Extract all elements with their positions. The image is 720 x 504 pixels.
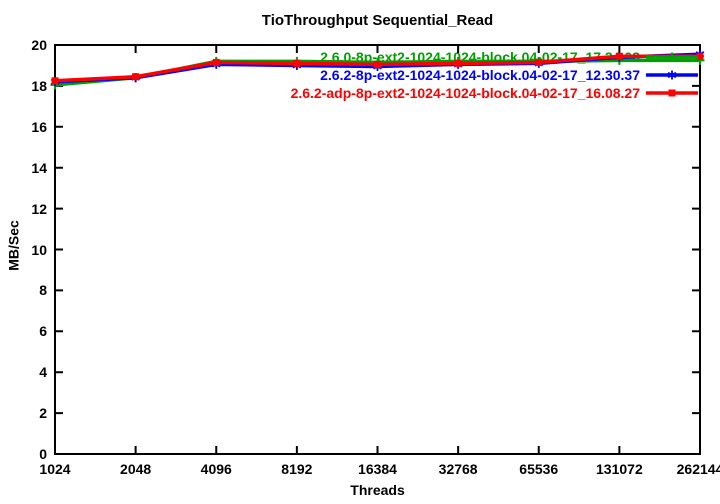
- y-tick-label: 12: [31, 200, 47, 217]
- y-tick-label: 8: [39, 282, 47, 299]
- y-tick-label: 14: [31, 159, 47, 176]
- y-tick-label: 2: [39, 405, 47, 422]
- x-tick-label: 65536: [519, 461, 559, 477]
- y-tick-label: 10: [31, 241, 47, 258]
- x-tick-label: 16384: [358, 461, 397, 477]
- y-tick-label: 0: [39, 446, 47, 462]
- x-tick-label: 262144: [676, 461, 720, 477]
- x-tick-label: 32768: [438, 461, 478, 477]
- y-tick-label: 6: [39, 323, 47, 340]
- legend-entry-2.6.2-adp: 2.6.2-adp-8p-ext2-1024-1024-block.04-02-…: [290, 85, 640, 101]
- x-tick-label: 131072: [596, 461, 643, 477]
- y-tick-label: 18: [31, 77, 47, 94]
- x-tick-label: 1024: [39, 461, 71, 477]
- y-tick-label: 4: [39, 364, 47, 381]
- y-tick-label: 16: [31, 118, 47, 135]
- y-tick-label: 20: [31, 37, 47, 53]
- x-tick-label: 8192: [281, 461, 313, 477]
- x-tick-label: 2048: [120, 461, 152, 477]
- chart-title: TioThroughput Sequential_Read: [261, 12, 494, 29]
- x-axis-title: Threads: [350, 482, 405, 498]
- x-tick-label: 4096: [200, 461, 232, 477]
- legend-entry-2.6.2: 2.6.2-8p-ext2-1024-1024-block.04-02-17_1…: [320, 67, 640, 83]
